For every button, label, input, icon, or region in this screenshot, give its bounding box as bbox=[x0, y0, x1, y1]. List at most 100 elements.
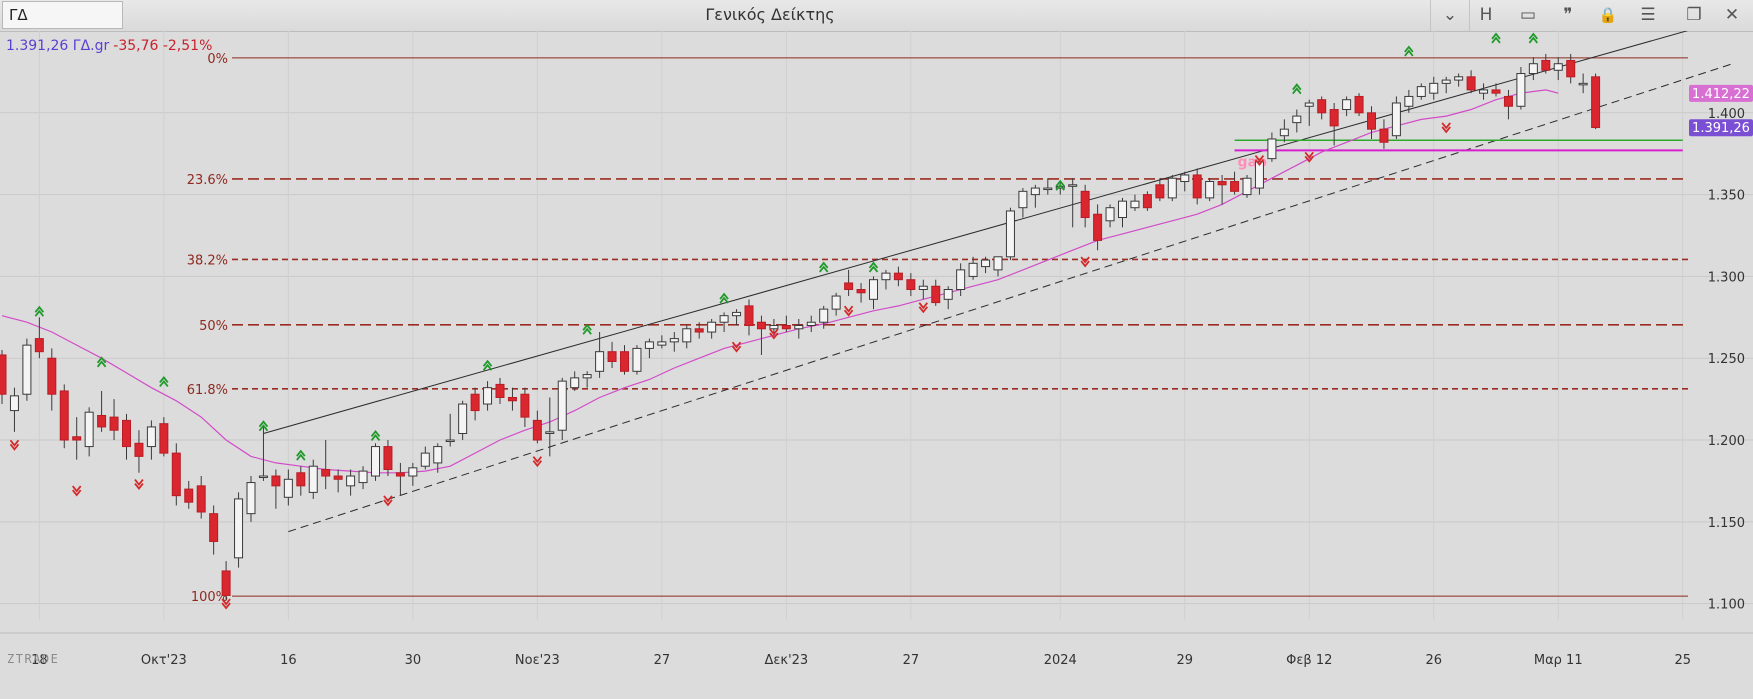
x-axis-tick-label: 25 bbox=[1674, 653, 1691, 668]
candle-body bbox=[1167, 177, 1177, 199]
candle-body bbox=[1205, 181, 1215, 199]
candle-body bbox=[545, 431, 555, 434]
candle-body bbox=[1404, 95, 1414, 107]
candle-body bbox=[968, 262, 978, 277]
panel-icon[interactable]: ▭ bbox=[1519, 5, 1537, 25]
candle-body bbox=[1242, 177, 1252, 196]
down-signal-marker bbox=[9, 439, 20, 451]
candle-body bbox=[1043, 187, 1053, 191]
toolbar-separator bbox=[1469, 0, 1470, 31]
candle-body bbox=[1217, 181, 1227, 186]
y-axis-tick-label: 1.250 bbox=[1708, 352, 1745, 367]
candle-body bbox=[59, 390, 69, 441]
fib-level-label: 38.2% bbox=[187, 253, 228, 268]
candle-body bbox=[644, 341, 654, 349]
lock-icon[interactable]: 🔒 bbox=[1598, 6, 1618, 24]
candle-body bbox=[744, 305, 754, 327]
candle-body bbox=[1429, 82, 1439, 94]
candle-body bbox=[794, 325, 804, 330]
restore-icon[interactable]: ❐ bbox=[1686, 5, 1702, 25]
candle-body bbox=[570, 377, 580, 389]
price-change: -35,76 -2,51% bbox=[113, 38, 213, 54]
down-signal-marker bbox=[71, 485, 82, 497]
candle-body bbox=[495, 383, 505, 398]
candle-body bbox=[321, 468, 331, 477]
candle-body bbox=[806, 321, 816, 327]
candle-body bbox=[283, 478, 293, 498]
x-axis-tick-label: 26 bbox=[1425, 653, 1442, 668]
window-title: Γενικός Δείκτης bbox=[705, 5, 835, 24]
candle-body bbox=[308, 465, 318, 493]
up-signal-marker bbox=[159, 376, 169, 388]
candle-body bbox=[420, 452, 430, 467]
up-signal-marker bbox=[1404, 45, 1414, 57]
candle-body bbox=[1566, 59, 1576, 78]
candle-body bbox=[483, 387, 493, 405]
candle-body bbox=[346, 475, 356, 487]
symbol-input[interactable]: ΓΔ bbox=[2, 1, 123, 29]
y-axis-tick-label: 1.150 bbox=[1708, 516, 1745, 531]
candle-body bbox=[1503, 95, 1513, 107]
toolbar-separator bbox=[1430, 0, 1431, 31]
candle-body bbox=[9, 395, 19, 412]
candle-body bbox=[1454, 76, 1464, 81]
up-signal-marker bbox=[370, 430, 381, 442]
candle-body bbox=[707, 321, 717, 333]
price-tag bbox=[1689, 84, 1753, 102]
candle-body bbox=[209, 513, 219, 542]
candle-body bbox=[756, 321, 766, 330]
candle-body bbox=[1491, 89, 1501, 94]
up-signal-marker bbox=[296, 449, 306, 461]
candle-body bbox=[1180, 174, 1190, 183]
candle-body bbox=[1068, 184, 1078, 187]
menu-icon[interactable]: ☰ bbox=[1640, 5, 1656, 25]
price-tag-label: 1.412,22 bbox=[1692, 87, 1750, 102]
x-axis-tick-label: 2024 bbox=[1044, 653, 1077, 668]
up-signal-marker bbox=[1292, 83, 1302, 95]
dropdown-icon[interactable]: ⌄ bbox=[1442, 5, 1458, 25]
candle-body bbox=[893, 272, 903, 281]
candle-body bbox=[632, 347, 642, 372]
candle-body bbox=[1267, 138, 1277, 160]
y-axis-tick-label: 1.200 bbox=[1708, 434, 1745, 449]
fib-level-label: 23.6% bbox=[187, 173, 228, 188]
candle-body bbox=[1230, 181, 1240, 192]
candle-body bbox=[507, 396, 517, 402]
candle-body bbox=[1391, 102, 1401, 137]
quote-icon[interactable]: ❞ bbox=[1563, 5, 1573, 25]
candle-body bbox=[819, 308, 829, 323]
candle-body bbox=[781, 325, 791, 330]
price-tag-label: 1.391,26 bbox=[1692, 121, 1750, 136]
up-signal-marker bbox=[582, 323, 592, 335]
candle-body bbox=[296, 472, 306, 487]
down-signal-marker bbox=[221, 598, 231, 610]
candle-body bbox=[196, 485, 206, 513]
candle-body bbox=[171, 452, 181, 497]
candle-body bbox=[993, 256, 1003, 271]
down-signal-marker bbox=[532, 456, 543, 468]
candle-body bbox=[869, 279, 878, 300]
candle-body bbox=[1578, 82, 1588, 86]
x-axis-tick-label: Φεβ 12 bbox=[1286, 653, 1332, 668]
h-button[interactable]: H bbox=[1479, 5, 1493, 25]
candle-body bbox=[1142, 194, 1152, 209]
fib-level-label: 100% bbox=[191, 590, 228, 605]
candle-body bbox=[881, 272, 891, 281]
candlestick-chart[interactable]: 0%23.6%38.2%50%61.8%100%gap1.4001.3501.3… bbox=[0, 31, 1753, 699]
close-icon[interactable]: ✕ bbox=[1724, 5, 1740, 25]
candle-body bbox=[184, 488, 194, 503]
candle-body bbox=[607, 351, 617, 362]
candle-body bbox=[146, 426, 156, 448]
candle-body bbox=[47, 357, 57, 395]
candle-body bbox=[433, 446, 443, 464]
candle-body bbox=[1130, 200, 1140, 209]
candle-body bbox=[97, 414, 107, 428]
candle-body bbox=[682, 328, 692, 343]
x-axis-tick-label: Οκτ'23 bbox=[141, 653, 187, 668]
down-signal-marker bbox=[1254, 155, 1265, 167]
candle-body bbox=[520, 393, 530, 418]
candle-body bbox=[1553, 63, 1563, 71]
x-axis-tick-label: 30 bbox=[405, 653, 422, 668]
candle-body bbox=[918, 285, 928, 291]
channel-lower-line bbox=[288, 63, 1733, 533]
